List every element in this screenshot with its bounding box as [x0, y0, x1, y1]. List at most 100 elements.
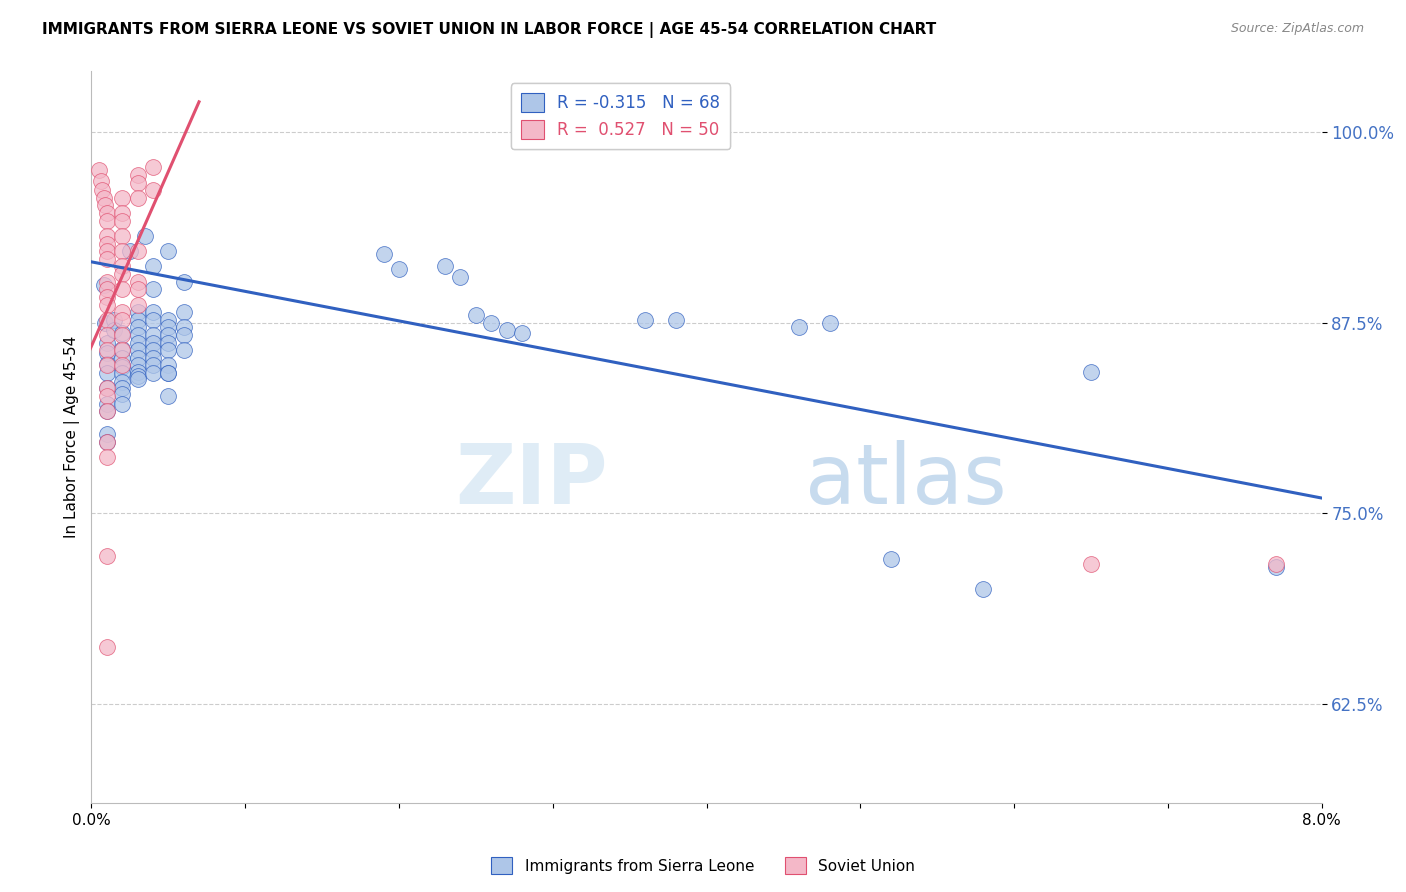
Point: [96, 343, 118, 358]
Text: ZIP: ZIP: [456, 441, 607, 522]
Point: [96, 282, 118, 296]
Point: [118, 244, 141, 259]
Point: [96, 381, 118, 395]
Point: [111, 396, 134, 410]
Point: [90, 174, 112, 188]
Point: [96, 346, 118, 360]
Point: [111, 312, 134, 326]
Point: [173, 305, 195, 319]
Point: [1080, 557, 1102, 571]
Point: [127, 369, 149, 384]
Point: [96, 206, 118, 220]
Point: [157, 366, 180, 380]
Point: [173, 343, 195, 358]
Point: [111, 359, 134, 373]
Point: [142, 328, 165, 343]
Point: [111, 351, 134, 365]
Point: [93, 191, 115, 205]
Point: [111, 359, 134, 374]
Point: [479, 316, 502, 330]
Legend: R = -0.315   N = 68, R =  0.527   N = 50: R = -0.315 N = 68, R = 0.527 N = 50: [510, 83, 730, 149]
Point: [880, 552, 903, 566]
Point: [142, 351, 165, 365]
Point: [157, 359, 180, 373]
Point: [127, 191, 149, 205]
Point: [103, 323, 125, 337]
Point: [111, 387, 134, 401]
Point: [127, 372, 149, 386]
Point: [464, 308, 486, 322]
Point: [96, 297, 118, 311]
Point: [96, 434, 118, 449]
Point: [96, 229, 118, 244]
Point: [134, 229, 156, 244]
Point: [173, 320, 195, 334]
Text: atlas: atlas: [804, 441, 1007, 522]
Point: [87, 163, 110, 178]
Point: [96, 335, 118, 350]
Point: [127, 328, 149, 343]
Point: [127, 320, 149, 334]
Point: [127, 244, 149, 259]
Point: [142, 183, 165, 197]
Point: [96, 381, 118, 395]
Point: [495, 323, 517, 337]
Point: [96, 236, 118, 251]
Point: [157, 328, 180, 343]
Point: [787, 320, 810, 334]
Point: [142, 161, 165, 175]
Point: [93, 277, 115, 292]
Point: [1080, 365, 1102, 379]
Point: [434, 260, 457, 274]
Point: [1264, 557, 1286, 571]
Point: [111, 328, 134, 343]
Point: [96, 275, 118, 289]
Text: Source: ZipAtlas.com: Source: ZipAtlas.com: [1230, 22, 1364, 36]
Point: [127, 275, 149, 289]
Point: [818, 316, 841, 330]
Point: [1264, 559, 1286, 574]
Point: [157, 335, 180, 350]
Point: [127, 359, 149, 373]
Point: [91, 183, 114, 197]
Point: [634, 312, 657, 326]
Point: [96, 427, 118, 442]
Point: [96, 450, 118, 464]
Point: [127, 351, 149, 365]
Point: [157, 343, 180, 358]
Point: [111, 326, 134, 341]
Point: [111, 376, 134, 390]
Point: [111, 213, 134, 227]
Y-axis label: In Labor Force | Age 45-54: In Labor Force | Age 45-54: [65, 336, 80, 538]
Point: [157, 320, 180, 334]
Point: [111, 366, 134, 380]
Point: [111, 282, 134, 296]
Point: [127, 305, 149, 319]
Point: [127, 312, 149, 326]
Point: [103, 312, 125, 326]
Point: [94, 316, 117, 330]
Point: [157, 366, 180, 380]
Point: [142, 366, 165, 380]
Point: [142, 335, 165, 350]
Point: [127, 282, 149, 296]
Point: [142, 282, 165, 296]
Point: [96, 640, 118, 655]
Point: [157, 244, 180, 259]
Point: [96, 404, 118, 418]
Point: [111, 343, 134, 358]
Point: [96, 359, 118, 373]
Point: [94, 198, 117, 212]
Point: [111, 229, 134, 244]
Point: [157, 389, 180, 403]
Point: [111, 191, 134, 205]
Point: [127, 335, 149, 350]
Point: [142, 312, 165, 326]
Point: [157, 312, 180, 326]
Point: [96, 549, 118, 563]
Point: [972, 582, 994, 597]
Point: [96, 328, 118, 343]
Point: [96, 290, 118, 304]
Point: [173, 275, 195, 289]
Point: [96, 404, 118, 418]
